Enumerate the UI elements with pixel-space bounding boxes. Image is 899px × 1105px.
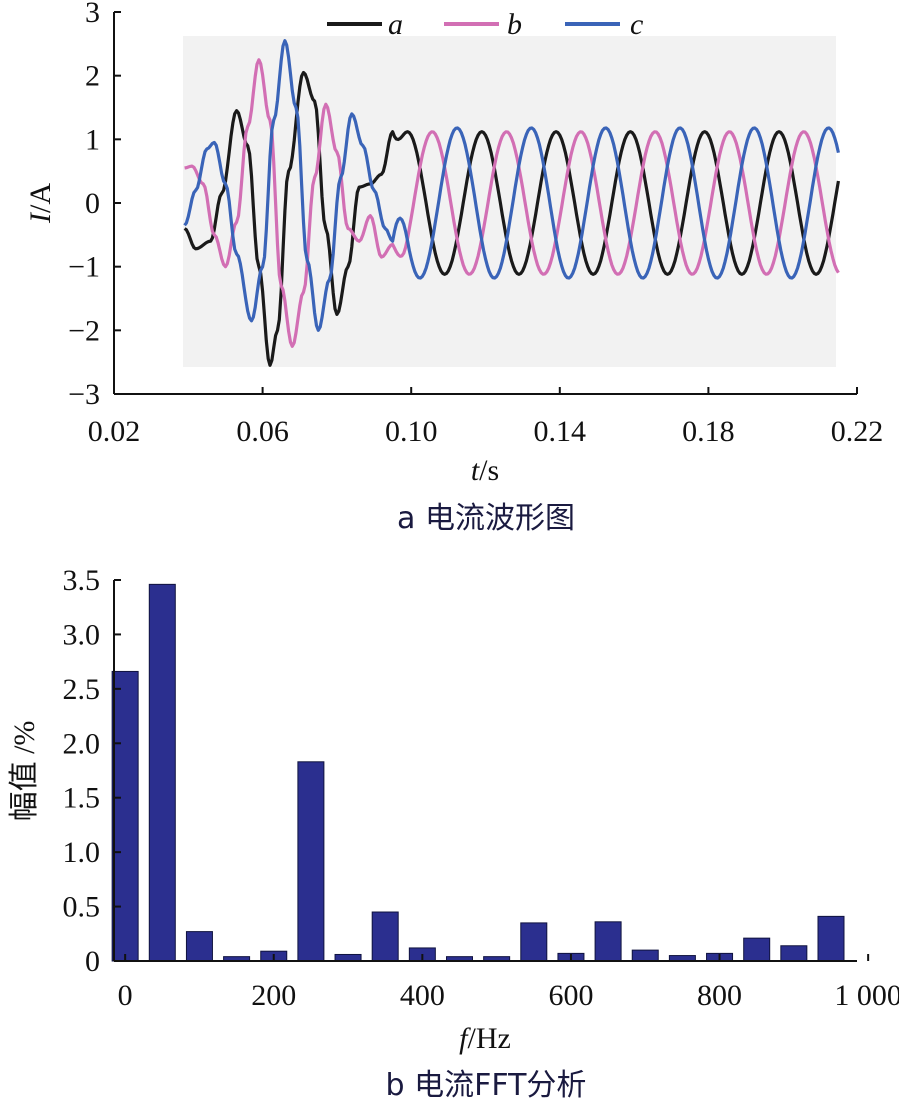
series-b-line	[184, 58, 840, 348]
chart-a-y-tick-label: −2	[68, 314, 100, 347]
chart-b-x-tick-label: 0	[118, 979, 133, 1012]
fft-bar	[371, 911, 399, 962]
chart-a-y-tick-label: 0	[85, 187, 100, 220]
chart-a-y-tick-label: 3	[85, 0, 100, 29]
chart-a-x-tick-label: 0.18	[682, 415, 735, 448]
chart-a-x-tick-label: 0.10	[385, 415, 438, 448]
chart-a-x-ticks: 0.02 0.06 0.10 0.14 0.18 0.22	[88, 387, 884, 448]
fft-bar	[631, 949, 659, 962]
chart-a-legend: a b c	[318, 8, 663, 41]
chart-b-y-tick-label: 1.5	[63, 782, 101, 815]
fft-bar	[743, 937, 771, 962]
chart-a-x-tick-label: 0.14	[534, 415, 587, 448]
chart-b-y-tick-label: 2.5	[63, 673, 101, 706]
fft-bar	[594, 921, 622, 962]
chart-a-y-tick-label: −3	[68, 378, 100, 411]
chart-a: a b c 3 2 1 0 −1 −2 −3 0.02 0.06 0.10 0.14 0.18 0.2…	[24, 0, 883, 536]
chart-b-y-tick-label: 3.0	[63, 618, 101, 651]
fft-bar	[185, 931, 213, 962]
chart-b-y-tick-label: 0.5	[63, 891, 101, 924]
legend-label-b: b	[507, 8, 522, 41]
chart-a-x-axis-label: t/s	[471, 454, 499, 487]
chart-b-bars	[111, 583, 845, 962]
chart-b-x-tick-label: 1 000	[834, 979, 899, 1012]
chart-a-series-group	[183, 39, 840, 367]
fft-bar	[520, 922, 548, 962]
chart-b-x-axis-label: f/Hz	[459, 1022, 511, 1055]
chart-a-x-tick-label: 0.06	[236, 415, 289, 448]
chart-a-y-ticks: 3 2 1 0 −1 −2 −3	[68, 0, 121, 411]
chart-a-y-axis-label: I/A	[24, 183, 57, 224]
chart-a-caption: a 电流波形图	[397, 501, 575, 536]
chart-b-x-tick-label: 400	[400, 979, 445, 1012]
chart-a-y-tick-label: 1	[85, 123, 100, 156]
fft-bar	[148, 583, 176, 962]
chart-b-y-ticks: 3.5 3.0 2.5 2.0 1.5 1.0 0.5 0	[63, 564, 121, 978]
chart-a-x-tick-label: 0.22	[831, 415, 884, 448]
chart-b-caption: b 电流FFT分析	[386, 1068, 587, 1103]
chart-a-x-tick-label: 0.02	[88, 415, 141, 448]
fft-bar	[111, 670, 139, 962]
chart-a-y-tick-label: 2	[85, 60, 100, 93]
chart-b-x-tick-label: 200	[251, 979, 296, 1012]
chart-b-y-tick-label: 3.5	[63, 564, 101, 597]
legend-label-c: c	[630, 8, 643, 41]
series-c-line	[183, 39, 840, 332]
chart-b-x-tick-label: 600	[548, 979, 593, 1012]
chart-b-x-ticks: 0 200 400 600 800 1 000	[118, 954, 899, 1012]
chart-b-x-tick-label: 800	[697, 979, 742, 1012]
fft-bar	[780, 945, 808, 962]
chart-b: 3.5 3.0 2.5 2.0 1.5 1.0 0.5 0 0 200 400 600 800 1 00…	[8, 564, 899, 1103]
fft-bar	[817, 915, 845, 962]
legend-label-a: a	[388, 8, 403, 41]
chart-b-y-tick-label: 1.0	[63, 836, 101, 869]
chart-b-y-tick-label: 0	[85, 945, 100, 978]
chart-b-y-tick-label: 2.0	[63, 727, 101, 760]
chart-a-y-tick-label: −1	[68, 251, 100, 284]
chart-b-y-axis-label: 幅值 /%	[8, 721, 41, 822]
fft-bar	[297, 761, 325, 962]
